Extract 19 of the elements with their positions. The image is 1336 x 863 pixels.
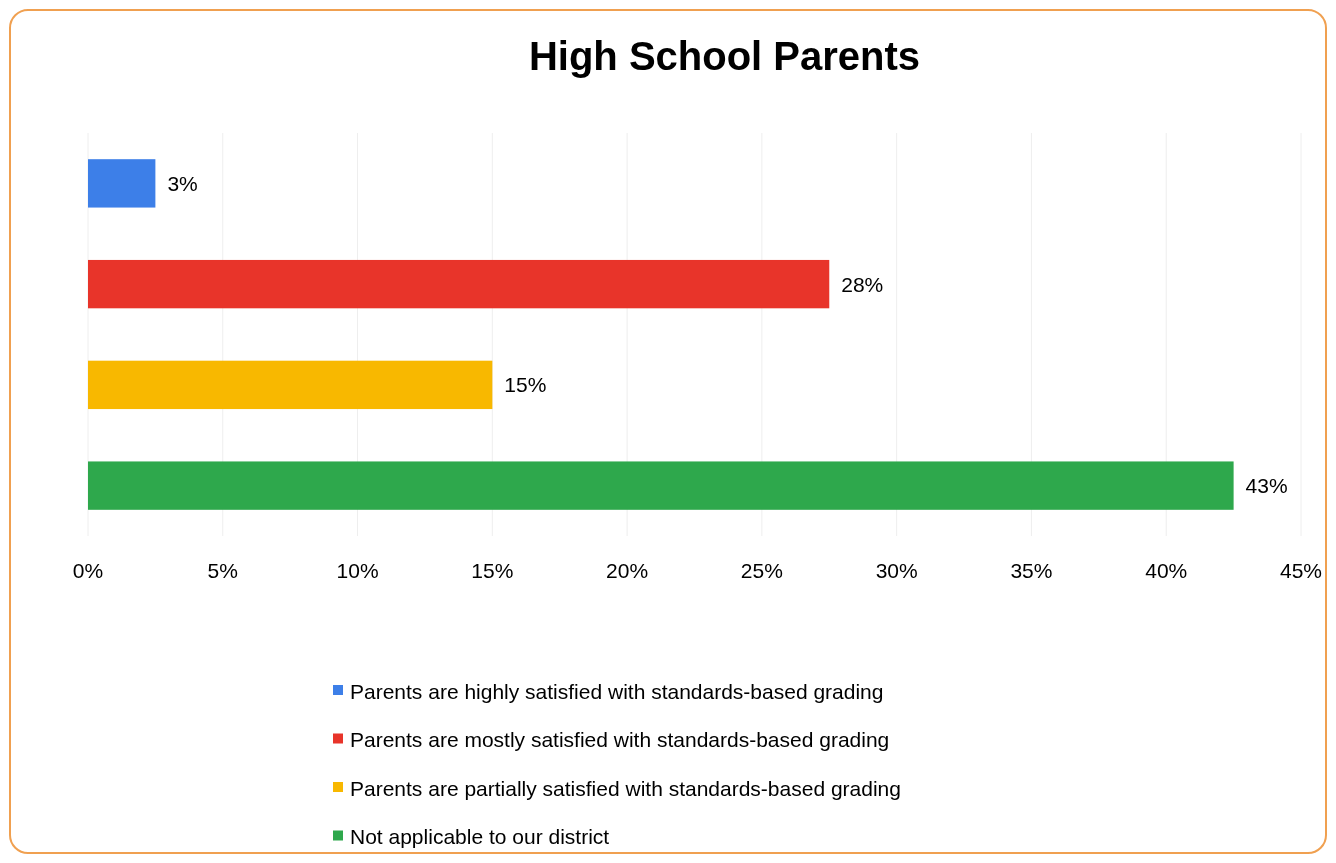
data-label: 15% bbox=[504, 373, 547, 397]
x-tick-label: 5% bbox=[207, 558, 238, 582]
legend-label: Not applicable to our district bbox=[350, 825, 610, 848]
legend-label: Parents are highly satisfied with standards-based grading bbox=[350, 679, 884, 703]
chart-title: High School Parents bbox=[528, 34, 921, 78]
x-tick-label: 40% bbox=[1145, 558, 1188, 582]
data-label: 28% bbox=[841, 272, 884, 296]
x-tick-label: 30% bbox=[875, 558, 918, 582]
x-tick-label: 45% bbox=[1279, 558, 1323, 582]
x-tick-label: 20% bbox=[606, 558, 649, 582]
data-label: 3% bbox=[167, 171, 198, 195]
x-tick-label: 0% bbox=[72, 558, 104, 582]
data-label: 43% bbox=[1245, 474, 1288, 498]
legend-label: Parents are partially satisfied with standards-based grading bbox=[350, 776, 901, 800]
x-tick-label: 35% bbox=[1010, 558, 1053, 582]
legend-label: Parents are mostly satisfied with standards-based grading bbox=[350, 728, 890, 751]
x-tick-label: 15% bbox=[471, 558, 514, 582]
x-tick-label: 10% bbox=[336, 558, 379, 582]
x-tick-label: 25% bbox=[740, 558, 783, 582]
